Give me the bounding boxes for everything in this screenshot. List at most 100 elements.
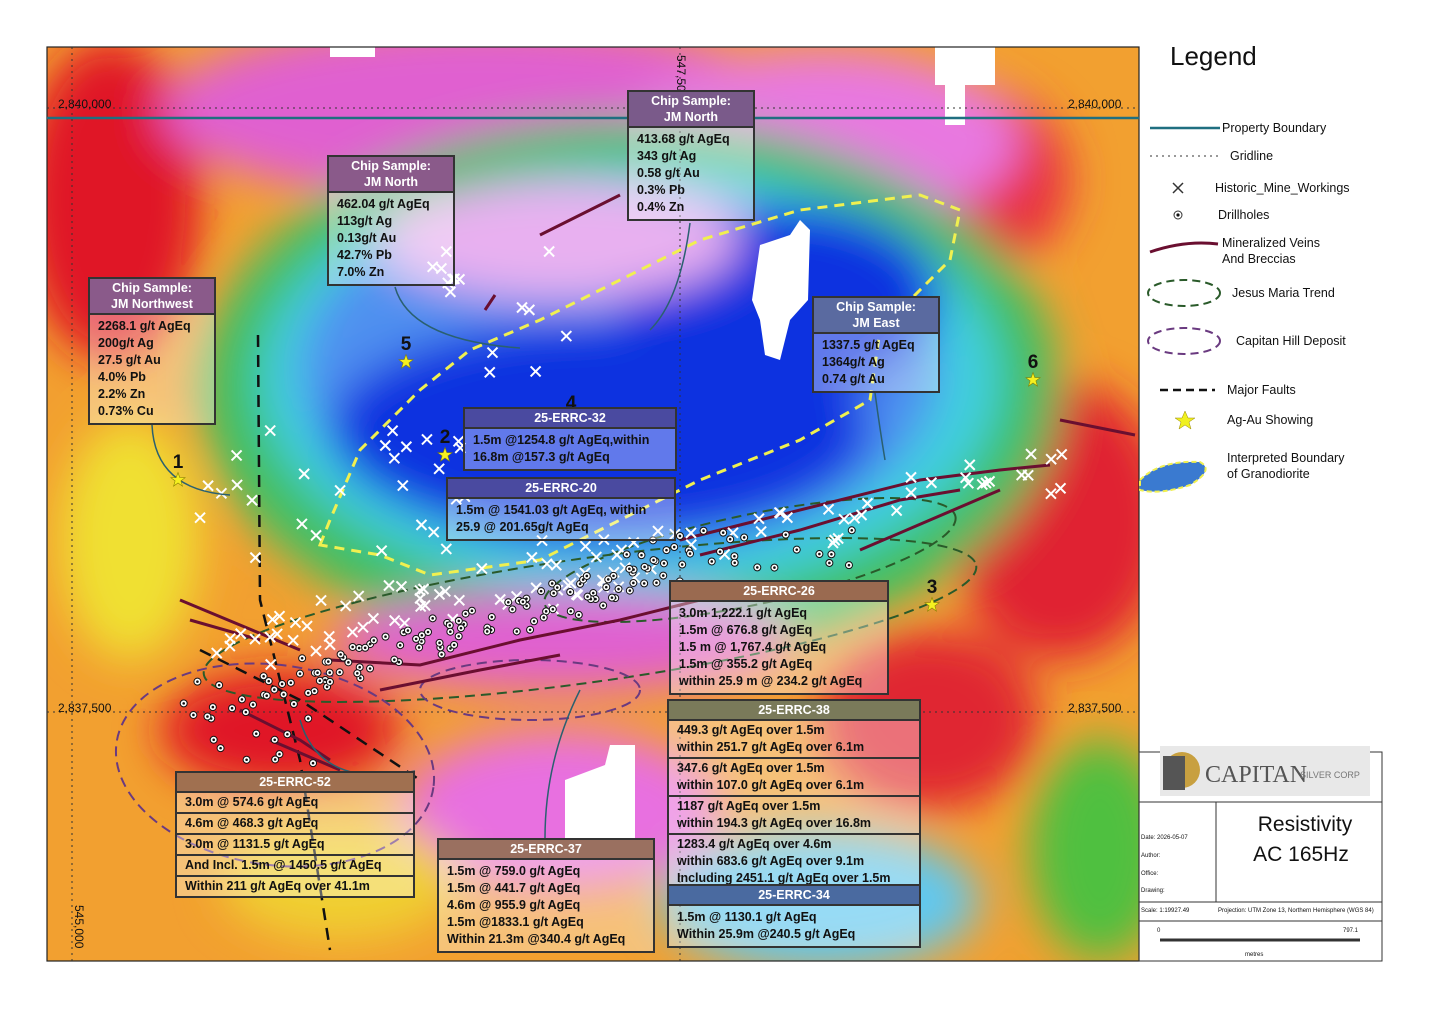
mine-working-stroke bbox=[400, 441, 413, 453]
drillhole-center bbox=[298, 672, 302, 675]
mine-working-stroke bbox=[246, 494, 258, 506]
callout-line: 3.0m 1,222.1 g/t AgEq bbox=[679, 606, 808, 620]
mine-working-stroke bbox=[550, 559, 563, 571]
mine-working bbox=[890, 504, 903, 517]
mine-working bbox=[781, 511, 794, 524]
mine-working-stroke bbox=[494, 593, 506, 606]
drillhole-center bbox=[652, 558, 655, 562]
drillhole-center bbox=[347, 661, 350, 664]
callout-group: 449.3 g/t AgEq over 1.5m within 251.7 g/t… bbox=[667, 721, 921, 759]
drillhole-center bbox=[339, 653, 342, 656]
mine-working bbox=[486, 346, 499, 359]
mine-working bbox=[550, 559, 563, 571]
mine-working-stroke bbox=[298, 468, 310, 480]
drillhole-center bbox=[755, 566, 759, 569]
drillhole-center bbox=[733, 554, 736, 558]
callout-group: 462.04 g/t AgEq 113g/t Ag 0.13g/t Au 42.7% … bbox=[327, 193, 455, 286]
mine-working-stroke bbox=[476, 562, 488, 575]
drillhole-center bbox=[182, 702, 186, 705]
drillhole-center bbox=[323, 678, 327, 682]
drillhole-center bbox=[325, 685, 329, 689]
mine-working bbox=[685, 527, 697, 539]
callout-line: within 194.3 g/t AgEq over 16.8m bbox=[677, 816, 872, 830]
callout-line: Within 211 g/t AgEq over 41.1m bbox=[185, 879, 370, 893]
mine-working-stroke bbox=[415, 519, 428, 531]
mine-working bbox=[827, 537, 839, 549]
mine-working bbox=[1025, 448, 1037, 460]
callout-title-line: Chip Sample: bbox=[351, 159, 431, 173]
mine-working-stroke bbox=[652, 525, 664, 537]
drillhole-center bbox=[617, 587, 620, 591]
drillhole-center bbox=[612, 574, 615, 578]
company-suffix: SILVER CORP bbox=[1300, 770, 1360, 780]
mine-working bbox=[976, 478, 988, 491]
callout-line: 413.68 g/t AgEq bbox=[637, 132, 730, 146]
drillhole-center bbox=[327, 660, 330, 663]
mine-working-stroke bbox=[367, 612, 380, 625]
callout-title-line: 25-ERRC-32 bbox=[534, 411, 606, 425]
mine-working bbox=[526, 551, 538, 564]
mine-working-stroke bbox=[421, 433, 433, 446]
drillhole-center bbox=[245, 758, 248, 762]
drillhole-center bbox=[397, 660, 401, 664]
legend-label: Gridline bbox=[1230, 149, 1273, 163]
callout-line: 25.9 @ 201.65g/t AgEq bbox=[456, 520, 589, 534]
mine-working-stroke bbox=[486, 346, 499, 359]
mine-working bbox=[822, 503, 835, 516]
mine-working-stroke bbox=[266, 613, 279, 626]
mine-working bbox=[529, 365, 542, 378]
drillhole-center bbox=[672, 545, 676, 549]
mine-working bbox=[265, 658, 277, 671]
mine-working-stroke bbox=[453, 594, 466, 607]
drillhole-center bbox=[313, 689, 316, 693]
title-block-text: CAPITAN SILVER CORP Resistivity AC 165Hz… bbox=[1141, 762, 1374, 958]
mine-working bbox=[202, 480, 214, 492]
drillhole-center bbox=[440, 653, 443, 656]
drillhole-center bbox=[661, 574, 665, 577]
mine-working-stroke bbox=[315, 594, 327, 607]
callout-group: 347.6 g/t AgEq over 1.5m within 107.0 g/t… bbox=[667, 759, 921, 797]
drillhole-center bbox=[585, 574, 589, 578]
grid-labels: 2,840,000 2,840,000 2,837,500 2,837,500 … bbox=[58, 55, 1122, 949]
mine-working-stroke bbox=[855, 509, 868, 521]
grid-label: 545,000 bbox=[72, 905, 86, 949]
drillhole-center bbox=[528, 628, 532, 632]
callout-line: 3.0m @ 1131.5 g/t AgEq bbox=[185, 837, 325, 851]
drillhole-center bbox=[311, 761, 315, 765]
scalebar-start: 0 bbox=[1157, 928, 1161, 934]
drillhole-center bbox=[417, 646, 421, 649]
drillhole-center bbox=[721, 531, 725, 534]
mine-working bbox=[289, 616, 302, 629]
mine-working bbox=[249, 551, 262, 564]
mine-working-stroke bbox=[211, 647, 223, 659]
mine-working bbox=[848, 512, 861, 524]
drillhole-center bbox=[733, 561, 736, 565]
drillhole-center bbox=[830, 553, 833, 556]
legend-label: And Breccias bbox=[1222, 252, 1296, 266]
callout-group: 413.68 g/t AgEq 343 g/t Ag 0.58 g/t Au 0.3%… bbox=[627, 128, 755, 221]
mine-working bbox=[925, 477, 938, 489]
mine-working bbox=[541, 558, 553, 570]
mine-working bbox=[484, 366, 496, 379]
drillhole-center bbox=[632, 581, 635, 585]
legend-label: Historic_Mine_Workings bbox=[1215, 181, 1350, 195]
mine-working bbox=[433, 588, 446, 601]
drillhole-center bbox=[211, 705, 215, 709]
drillhole-center bbox=[316, 671, 319, 675]
drillhole-center bbox=[267, 679, 271, 683]
mine-working-stroke bbox=[417, 583, 430, 595]
map-subtitle: AC 165Hz bbox=[1253, 843, 1349, 866]
callout-group: 1.5m @ 1541.03 g/t AgEq, within 25.9 @ 20… bbox=[446, 499, 676, 541]
mine-working-stroke bbox=[433, 463, 445, 475]
callout-group: 1.5m @1254.8 g/t AgEq,within 16.8m @157.3… bbox=[463, 429, 677, 471]
mine-working bbox=[753, 512, 765, 525]
mine-working-stroke bbox=[310, 645, 322, 657]
drillhole-center bbox=[289, 681, 293, 684]
legend-label: Major Faults bbox=[1227, 383, 1296, 397]
drillhole-center bbox=[550, 582, 554, 585]
grid-label: 2,837,500 bbox=[1068, 701, 1122, 715]
callout-title-line: 25-ERRC-34 bbox=[758, 888, 830, 902]
mine-working-stroke bbox=[905, 487, 917, 499]
drillhole-center bbox=[192, 713, 195, 717]
